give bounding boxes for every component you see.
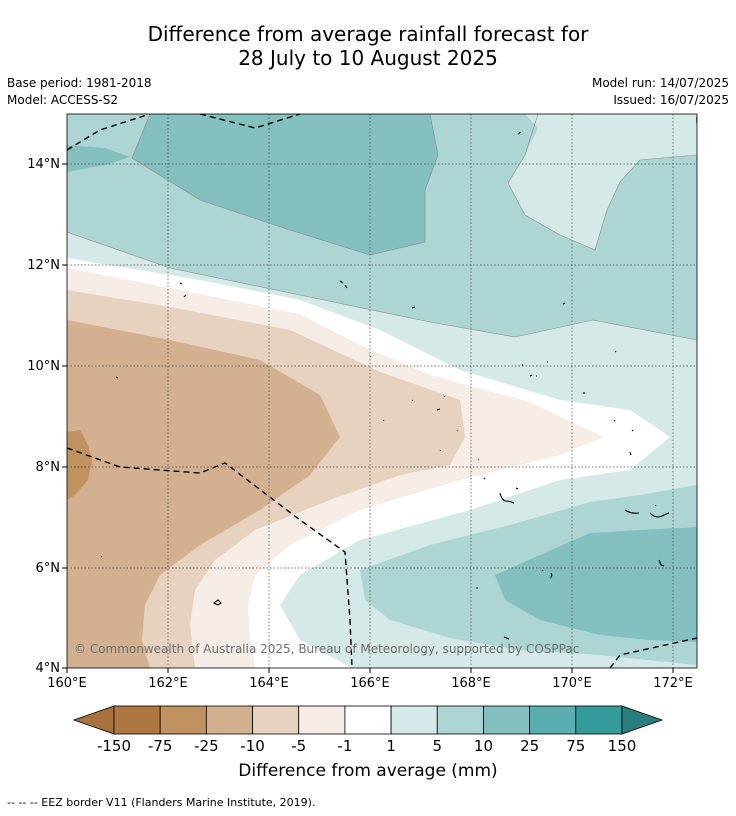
band-1-to-5-northeast (508, 114, 697, 250)
lon-axis: 160°E 162°E 164°E 166°E 168°E 170°E 172°… (47, 668, 693, 691)
lon-tick-172e: 172°E (653, 676, 693, 691)
map-title: Difference from average rainfall forecas… (0, 22, 736, 70)
lat-tick-6n: 6°N (36, 561, 61, 576)
rainfall-map: © Commonwealth of Australia 2025, Bureau… (67, 114, 697, 668)
map-frame (66, 113, 698, 669)
colorbar-swatch (483, 705, 531, 735)
colorbar-tick-label: -10 (240, 737, 265, 755)
issued-date: Issued: 16/07/2025 (613, 93, 729, 107)
colorbar-swatch (159, 705, 207, 735)
gridlines (67, 114, 697, 668)
colorbar-tick-label: -1 (337, 737, 352, 755)
band-10-to-25-south (495, 527, 697, 642)
model-name: Model: ACCESS-S2 (7, 93, 119, 107)
colorbar-tick-label: -75 (148, 737, 173, 755)
band-10-to-25-northwest (67, 145, 130, 172)
lat-axis: 14°N 12°N 10°N 8°N 6°N 4°N (27, 157, 67, 676)
title-line-2: 28 July to 10 August 2025 (238, 46, 498, 70)
band-10-to-25-north (132, 114, 438, 255)
lat-tick-10n: 10°N (27, 359, 60, 374)
band-minus75-to-minus25 (67, 430, 92, 500)
title-line-1: Difference from average rainfall forecas… (147, 22, 589, 46)
colorbar: -150 -75 -25 -10 -5 -1 1 5 10 25 75 150 (72, 705, 664, 755)
lon-tick-164e: 164°E (249, 676, 289, 691)
colorbar-tick-label: 25 (520, 737, 539, 755)
colorbar-tick-label: 75 (566, 737, 585, 755)
band-minus25-to-minus10 (67, 320, 340, 668)
lat-tick-14n: 14°N (27, 157, 60, 172)
colorbar-extend-low (72, 705, 115, 735)
colorbar-tick-label: 1 (386, 737, 396, 755)
islands (100, 131, 670, 640)
lat-tick-4n: 4°N (36, 661, 61, 676)
contour-lines (67, 114, 697, 341)
colorbar-swatch (575, 705, 623, 735)
eez-borders (67, 114, 697, 668)
colorbar-tick-label: -25 (194, 737, 219, 755)
lon-tick-162e: 162°E (148, 676, 188, 691)
lon-tick-160e: 160°E (47, 676, 87, 691)
colorbar-tick-label: -150 (97, 737, 131, 755)
colorbar-swatch (436, 705, 484, 735)
meta-left: Base period: 1981-2018 Model: ACCESS-S2 (7, 75, 152, 109)
base-period: Base period: 1981-2018 (7, 76, 152, 90)
colorbar-extend-high (621, 705, 664, 735)
colorbar-swatch (390, 705, 438, 735)
lon-tick-170e: 170°E (552, 676, 592, 691)
lon-tick-166e: 166°E (350, 676, 390, 691)
colorbar-swatch (344, 705, 392, 735)
lat-tick-12n: 12°N (27, 258, 60, 273)
lon-tick-168e: 168°E (451, 676, 491, 691)
colorbar-swatch (529, 705, 577, 735)
colorbar-swatch (298, 705, 346, 735)
colorbar-tick-label: -5 (291, 737, 306, 755)
colorbar-tick-label: 5 (432, 737, 442, 755)
colorbar-swatch (113, 705, 161, 735)
colorbar-tick-label: 10 (474, 737, 493, 755)
colorbar-swatch (252, 705, 300, 735)
colorbar-tick-label: 150 (608, 737, 637, 755)
lat-tick-8n: 8°N (36, 460, 61, 475)
meta-right: Model run: 14/07/2025 Issued: 16/07/2025 (592, 75, 729, 109)
model-run: Model run: 14/07/2025 (591, 76, 729, 90)
eez-footnote: -- -- -- EEZ border V11 (Flanders Marine… (7, 796, 316, 809)
copyright-text: © Commonwealth of Australia 2025, Bureau… (74, 642, 579, 656)
colorbar-label: Difference from average (mm) (238, 761, 498, 781)
colorbar-swatch (205, 705, 253, 735)
